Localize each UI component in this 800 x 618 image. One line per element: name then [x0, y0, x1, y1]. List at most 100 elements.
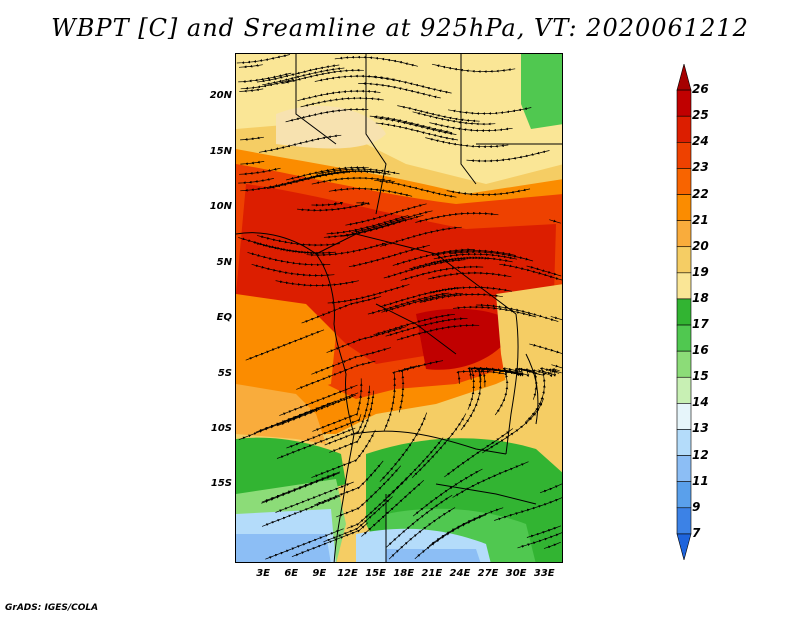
map-title: WBPT [C] and Sreamline at 925hPa, VT: 20… — [51, 14, 749, 42]
map-panel — [235, 53, 563, 563]
streamline — [400, 265, 484, 281]
colorbar-segment — [676, 115, 692, 143]
streamline — [297, 201, 370, 212]
streamline — [239, 167, 281, 176]
streamline — [380, 226, 462, 247]
lon-label: 3E — [256, 568, 270, 579]
streamline — [285, 107, 369, 123]
colorbar-label: 16 — [692, 343, 709, 358]
streamline — [238, 64, 263, 69]
colorbar-label: 17 — [692, 317, 709, 332]
streamline — [446, 188, 531, 197]
colorbar — [676, 64, 692, 560]
streamline — [425, 137, 509, 149]
colorbar-segment — [676, 455, 692, 482]
colorbar-segment — [676, 481, 692, 509]
colorbar-label: 18 — [692, 290, 709, 305]
streamline — [499, 263, 562, 281]
lat-label: 5N — [216, 256, 232, 268]
streamline — [236, 54, 291, 65]
streamline — [348, 244, 431, 268]
lon-label: 6E — [284, 568, 299, 579]
streamline — [266, 171, 350, 189]
wbpt-field — [236, 54, 562, 562]
colorbar-label: 14 — [692, 395, 709, 410]
streamline — [539, 483, 562, 494]
colorbar-label: 21 — [692, 212, 709, 227]
streamline — [447, 107, 532, 115]
colorbar-segment — [676, 194, 692, 221]
colorbar-segment — [676, 507, 692, 535]
streamline — [275, 280, 359, 287]
streamline — [279, 384, 358, 416]
lat-label: EQ — [216, 312, 232, 324]
streamline — [326, 326, 407, 353]
lon-label: 24E — [449, 568, 471, 579]
colorbar-label: 26 — [692, 82, 709, 97]
streamline — [259, 134, 342, 153]
colorbar-label: 13 — [692, 421, 709, 436]
streamline — [361, 479, 425, 537]
lat-label: 10S — [210, 422, 232, 434]
lat-label: 15S — [210, 478, 232, 490]
colorbar-segment — [676, 89, 692, 117]
lon-label: 21E — [421, 568, 443, 579]
streamline — [412, 111, 496, 126]
colorbar-label: 9 — [692, 499, 701, 514]
streamline — [375, 122, 459, 141]
colorbar-label: 15 — [692, 369, 709, 384]
streamline — [345, 203, 427, 226]
streamline — [251, 263, 335, 277]
colorbar-segment — [676, 429, 692, 456]
streamline — [428, 507, 504, 547]
streamline — [265, 528, 344, 560]
colorbar-segment — [676, 324, 692, 352]
streamline — [245, 329, 325, 361]
streamline — [398, 360, 444, 413]
colorbar-label: 20 — [692, 238, 709, 253]
lat-label: 15N — [209, 145, 232, 157]
lon-label: 12E — [337, 568, 358, 579]
colorbar-segment — [676, 403, 692, 430]
colorbar-segment — [676, 220, 692, 248]
colorbar-label: 25 — [692, 108, 709, 123]
colorbar-label: 23 — [692, 160, 709, 175]
streamline — [549, 219, 561, 224]
streamline — [334, 55, 418, 67]
lon-label: 27E — [477, 568, 499, 579]
streamline — [328, 187, 413, 197]
colorbar-segment — [676, 246, 692, 274]
lon-label: 33E — [533, 568, 555, 579]
colorbar-segment — [676, 272, 692, 300]
streamline — [311, 429, 376, 478]
streamline — [551, 364, 562, 369]
lat-label: 20N — [209, 90, 232, 102]
streamline — [367, 292, 450, 315]
streamline — [476, 303, 559, 322]
colorbar-label: 24 — [692, 134, 709, 149]
colorbar-segment — [676, 142, 692, 169]
colorbar-segment — [676, 298, 692, 326]
lon-label: 18E — [393, 568, 415, 579]
streamline — [247, 252, 331, 267]
streamline — [431, 63, 516, 73]
streamline — [297, 89, 381, 102]
streamline — [240, 160, 265, 165]
colorbar-label: 12 — [692, 447, 709, 462]
streamline — [415, 211, 499, 223]
streamline — [358, 82, 441, 99]
colorbar-segment — [676, 64, 692, 91]
lon-label: 30E — [505, 568, 527, 579]
colorbar-label: 7 — [692, 525, 701, 540]
lat-label: 5S — [217, 367, 232, 379]
streamline — [529, 343, 562, 354]
streamline — [301, 296, 382, 324]
colorbar-segment — [676, 376, 692, 404]
colorbar-label: 11 — [692, 473, 709, 488]
streamline — [526, 525, 562, 538]
streamline — [411, 413, 467, 478]
streamline — [466, 150, 550, 163]
colorbar-label: 19 — [692, 264, 709, 279]
streamline — [537, 368, 560, 377]
colorbar-segment — [676, 533, 692, 560]
